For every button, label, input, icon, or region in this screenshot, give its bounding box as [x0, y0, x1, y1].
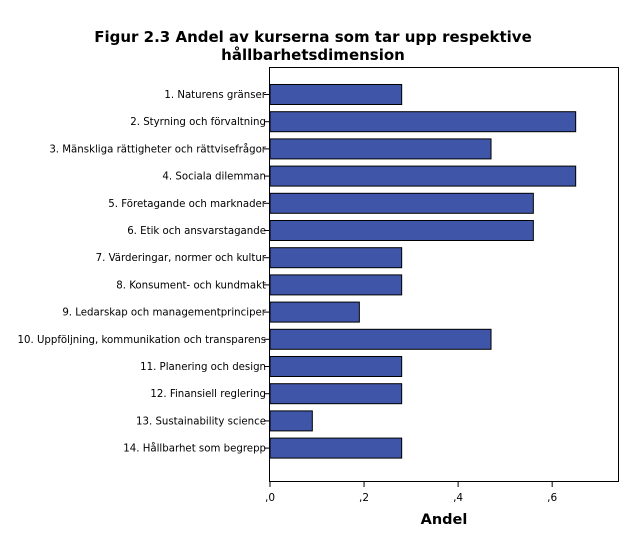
category-label-6: 6. Etik och ansvarstagande	[127, 226, 266, 237]
category-label-5: 5. Företagande och marknader	[108, 199, 267, 210]
bar-1	[269, 84, 403, 105]
x-tick-label-1: ,2	[359, 492, 369, 504]
category-label-10: 10. Uppföljning, kommunikation och trans…	[18, 335, 267, 346]
bars-group	[269, 84, 577, 459]
category-label-9: 9. Ledarskap och managementprinciper	[62, 308, 266, 319]
category-label-12: 12. Finansiell reglering	[150, 389, 266, 400]
bar-14	[269, 437, 403, 459]
category-label-13: 13. Sustainability science	[136, 416, 266, 427]
category-label-14: 14. Hållbarhet som begrepp	[123, 442, 266, 455]
x-tick-label-2: ,4	[453, 492, 463, 504]
bar-13	[269, 410, 313, 432]
bar-8	[269, 274, 403, 296]
category-labels: 1. Naturens gränser 2. Styrning och förva…	[18, 90, 270, 455]
bar-5	[269, 192, 534, 214]
category-label-3: 3. Mänskliga rättigheter och rättvisefrå…	[49, 142, 266, 155]
x-tick-label-3: ,6	[547, 492, 557, 504]
x-axis-title: Andel	[421, 512, 468, 528]
category-label-11: 11. Planering och design	[140, 362, 266, 373]
bar-9	[269, 301, 360, 323]
bar-11	[269, 356, 403, 377]
category-label-1: 1. Naturens gränser	[164, 90, 266, 101]
category-label-4: 4. Sociala dilemman	[162, 172, 266, 183]
bar-6	[269, 220, 534, 241]
bar-10	[269, 328, 492, 350]
category-label-8: 8. Konsument- och kundmakt	[116, 280, 266, 291]
bar-7	[269, 247, 403, 269]
category-label-7: 7. Värderingar, normer och kultur	[96, 253, 267, 264]
x-tick-label-0: ,0	[265, 492, 275, 504]
bar-12	[269, 383, 403, 405]
category-label-2: 2. Styrning och förvaltning	[130, 117, 266, 128]
chart-title: Figur 2.3 Andel av kurserna som tar upp …	[94, 28, 532, 64]
bar-3	[269, 138, 492, 160]
bar-4	[269, 165, 577, 187]
bar-2	[269, 111, 577, 133]
x-axis-ticks: ,0 ,2 ,4 ,6	[265, 482, 557, 504]
